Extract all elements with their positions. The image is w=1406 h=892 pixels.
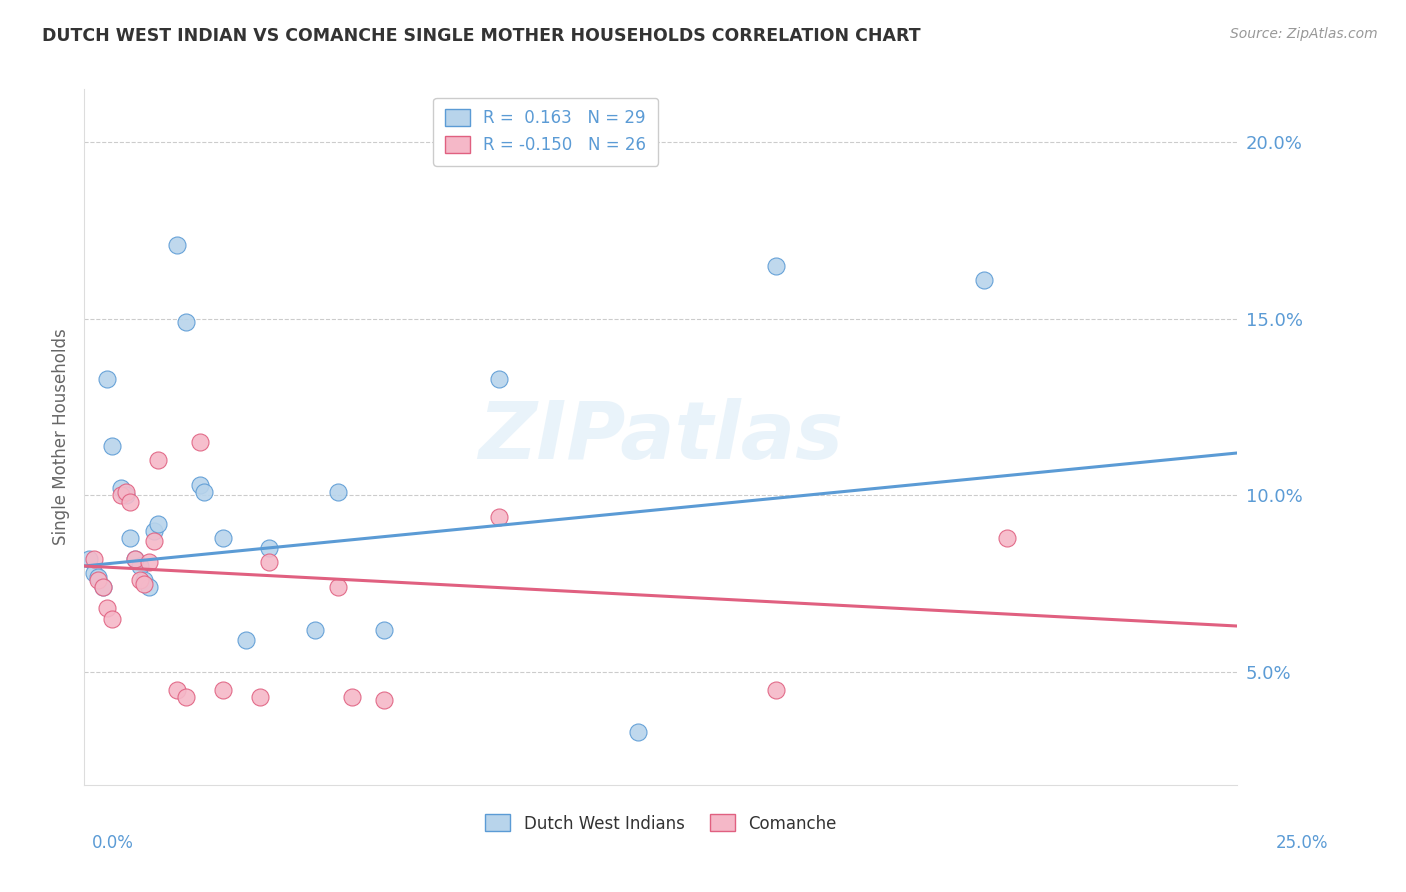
Point	[174, 315, 197, 329]
Point	[166, 682, 188, 697]
Point	[146, 453, 169, 467]
Point	[765, 682, 787, 697]
Point	[488, 372, 510, 386]
Point	[188, 435, 211, 450]
Point	[765, 259, 787, 273]
Point	[101, 439, 124, 453]
Point	[326, 580, 349, 594]
Point	[134, 573, 156, 587]
Point	[83, 552, 105, 566]
Point	[87, 573, 110, 587]
Point	[96, 601, 118, 615]
Point	[373, 623, 395, 637]
Point	[115, 488, 138, 502]
Point	[235, 633, 257, 648]
Point	[110, 488, 132, 502]
Text: ZIPatlas: ZIPatlas	[478, 398, 844, 476]
Point	[193, 484, 215, 499]
Point	[249, 690, 271, 704]
Point	[138, 580, 160, 594]
Point	[120, 495, 142, 509]
Point	[373, 693, 395, 707]
Point	[115, 484, 138, 499]
Point	[211, 682, 233, 697]
Point	[146, 516, 169, 531]
Point	[627, 725, 650, 739]
Point	[124, 552, 146, 566]
Text: 0.0%: 0.0%	[91, 834, 134, 852]
Point	[83, 566, 105, 580]
Point	[174, 690, 197, 704]
Point	[142, 524, 165, 538]
Point	[211, 531, 233, 545]
Point	[91, 580, 114, 594]
Point	[134, 576, 156, 591]
Point	[96, 372, 118, 386]
Point	[142, 534, 165, 549]
Point	[326, 484, 349, 499]
Point	[340, 690, 363, 704]
Point	[166, 237, 188, 252]
Point	[124, 552, 146, 566]
Point	[973, 273, 995, 287]
Y-axis label: Single Mother Households: Single Mother Households	[52, 329, 70, 545]
Point	[120, 531, 142, 545]
Point	[91, 580, 114, 594]
Text: Source: ZipAtlas.com: Source: ZipAtlas.com	[1230, 27, 1378, 41]
Point	[101, 612, 124, 626]
Point	[77, 552, 100, 566]
Point	[87, 569, 110, 583]
Point	[304, 623, 326, 637]
Point	[257, 556, 280, 570]
Point	[128, 559, 150, 574]
Point	[138, 556, 160, 570]
Point	[995, 531, 1018, 545]
Point	[188, 477, 211, 491]
Point	[110, 481, 132, 495]
Point	[488, 509, 510, 524]
Text: DUTCH WEST INDIAN VS COMANCHE SINGLE MOTHER HOUSEHOLDS CORRELATION CHART: DUTCH WEST INDIAN VS COMANCHE SINGLE MOT…	[42, 27, 921, 45]
Text: 25.0%: 25.0%	[1277, 834, 1329, 852]
Point	[257, 541, 280, 556]
Legend: Dutch West Indians, Comanche: Dutch West Indians, Comanche	[478, 808, 844, 839]
Point	[128, 573, 150, 587]
